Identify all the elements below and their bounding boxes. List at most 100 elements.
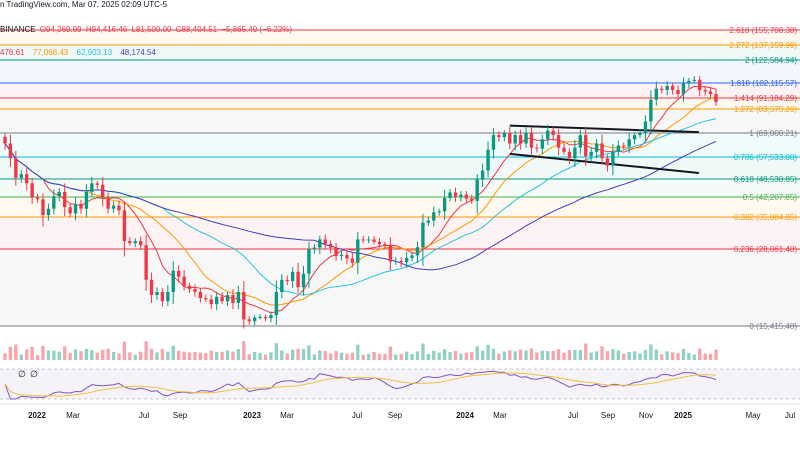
candle-body: [264, 317, 267, 318]
candle-body: [709, 91, 712, 94]
candle-body: [676, 90, 679, 94]
candle-body: [655, 89, 658, 100]
volume-bar: [237, 349, 240, 360]
volume-bar: [79, 351, 82, 360]
volume-bar: [226, 350, 229, 360]
candle-body: [106, 198, 109, 209]
volume-bar: [291, 350, 294, 360]
volume-bar: [627, 352, 630, 360]
candle-body: [128, 241, 131, 243]
volume-bar: [617, 350, 620, 360]
volume-bar: [318, 350, 321, 360]
high-value: H94,416.46: [86, 25, 127, 34]
volume-bar: [9, 347, 12, 360]
volume-bar: [90, 350, 93, 360]
candle-body: [220, 297, 223, 301]
volume-bar: [568, 350, 571, 360]
volume-bar: [68, 353, 71, 360]
candle-body: [74, 204, 77, 213]
ma-value-4: 48,174.54: [120, 48, 156, 57]
volume-bar: [345, 354, 348, 360]
volume-bar: [394, 355, 397, 360]
candle-body: [9, 143, 12, 158]
candle-body: [362, 239, 365, 240]
volume-bar: [400, 354, 403, 360]
fib-band: [0, 179, 800, 197]
candle-body: [144, 245, 147, 280]
candle-body: [383, 244, 386, 245]
candle-body: [600, 143, 603, 158]
volume-bar: [128, 352, 131, 360]
volume-bar: [530, 348, 533, 360]
fib-label: 0.382 (35,884.85): [734, 213, 797, 222]
candle-body: [20, 174, 23, 178]
volume-bar: [378, 354, 381, 360]
time-tick-label: May: [745, 411, 760, 420]
time-tick-label: Nov: [639, 411, 653, 420]
volume-bar: [492, 349, 495, 360]
exchange-label: BINANCE: [0, 25, 36, 34]
volume-bar: [698, 349, 701, 360]
candle-body: [416, 247, 419, 255]
volume-bar: [20, 354, 23, 360]
candle-body: [123, 210, 126, 241]
time-tick-label: 2024: [456, 411, 474, 420]
candle-body: [443, 198, 446, 211]
candle-body: [497, 135, 500, 137]
time-tick-label: 2022: [28, 411, 46, 420]
time-tick-label: Mar: [493, 411, 507, 420]
candle-body: [541, 139, 544, 148]
candle-body: [481, 171, 484, 180]
volume-bar: [486, 345, 489, 360]
candle-body: [367, 239, 370, 240]
candle-body: [286, 280, 289, 281]
candle-body: [584, 135, 587, 156]
volume-bar: [313, 354, 316, 360]
volume-bar: [476, 346, 479, 360]
volume-bar: [25, 349, 28, 360]
candle-body: [503, 133, 506, 137]
volume-bar: [682, 349, 685, 360]
time-tick-label: Jul: [139, 411, 149, 420]
volume-bar: [47, 350, 50, 360]
volume-bar: [264, 355, 267, 360]
candle-body: [112, 206, 115, 209]
candle-body: [611, 152, 614, 166]
candle-body: [41, 199, 44, 215]
volume-bar: [334, 351, 337, 360]
candle-body: [546, 131, 549, 140]
volume-bar: [139, 352, 142, 360]
volume-bar: [497, 354, 500, 360]
volume-bar: [199, 353, 202, 360]
candle-body: [665, 86, 668, 90]
candle-body: [58, 192, 61, 196]
volume-bar: [172, 346, 175, 360]
candle-body: [231, 295, 234, 303]
volume-bar: [161, 349, 164, 360]
volume-bar: [41, 346, 44, 360]
candle-body: [318, 239, 321, 247]
volume-bar: [351, 353, 354, 360]
candle-body: [627, 139, 630, 146]
candle-body: [394, 261, 397, 262]
candle-body: [633, 135, 636, 139]
candle-body: [275, 292, 278, 315]
volume-bar: [367, 354, 370, 360]
candle-body: [595, 143, 598, 151]
candle-body: [508, 133, 511, 143]
volume-bar: [454, 351, 457, 360]
fib-levels: 2.618 (155,700.38) 2.272 (137,159.99) 2 (1…: [0, 26, 800, 331]
volume-bar: [307, 345, 310, 360]
volume-bar: [600, 346, 603, 360]
tradingview-credit: n TradingView.com, Mar 07, 2025 02:09 UT…: [0, 0, 167, 9]
fib-label: 1.272 (83,575.26): [734, 105, 797, 114]
candle-body: [514, 135, 517, 143]
fib-label: 2.618 (155,700.38): [729, 26, 797, 35]
candle-body: [166, 292, 169, 301]
candle-body: [324, 239, 327, 243]
volume-bar: [296, 349, 299, 360]
volume-bar: [671, 352, 674, 360]
fib-label: 2 (122,584.94): [745, 56, 797, 65]
volume-bar: [215, 352, 218, 360]
